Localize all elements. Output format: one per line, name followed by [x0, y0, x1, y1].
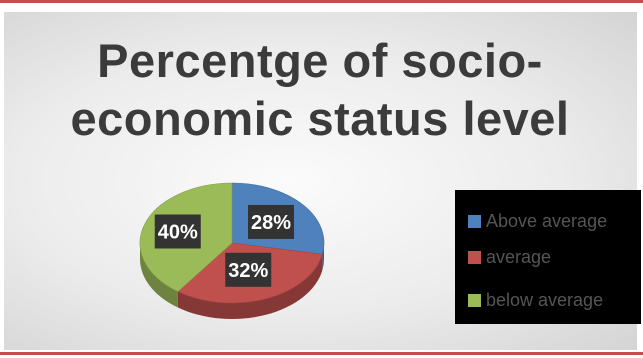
legend-label-average: average: [486, 246, 552, 267]
legend-item-average: average: [468, 246, 551, 268]
legend-swatch-above-average: [468, 214, 481, 228]
data-label-box-average: [225, 252, 272, 287]
bottom-accent-line: [0, 352, 643, 355]
data-label-text-above-average: 28%: [251, 212, 291, 234]
pie-side-average: [177, 254, 323, 319]
pie-layer: [139, 182, 325, 319]
chart-title-line-2: economic status level: [70, 92, 570, 145]
pie-side-below-average: [140, 243, 178, 308]
data-label-text-below-average: 40%: [158, 222, 198, 244]
legend-item-above-average: Above average: [468, 210, 607, 232]
chart-title-line-1: Percentge of socio-: [97, 34, 543, 87]
data-label-box-above-average: [247, 204, 294, 239]
legend-item-below-average: below average: [468, 289, 603, 311]
legend: Above average average below average: [455, 190, 641, 324]
legend-swatch-below-average: [468, 293, 481, 307]
data-label-above-average: 28%: [247, 204, 294, 239]
top-accent-line: [0, 0, 643, 3]
data-label-average: 32%: [225, 252, 272, 287]
data-label-box-below-average: [154, 214, 201, 249]
data-label-layer: 28% 32% 40%: [154, 204, 294, 287]
legend-label-above-average: Above average: [486, 210, 608, 231]
data-label-text-average: 32%: [228, 260, 268, 282]
legend-swatch-average: [468, 250, 481, 264]
chart-title: Percentge of socio- economic status leve…: [20, 32, 620, 148]
legend-label-below-average: below average: [486, 289, 604, 310]
data-label-below-average: 40%: [154, 214, 201, 249]
